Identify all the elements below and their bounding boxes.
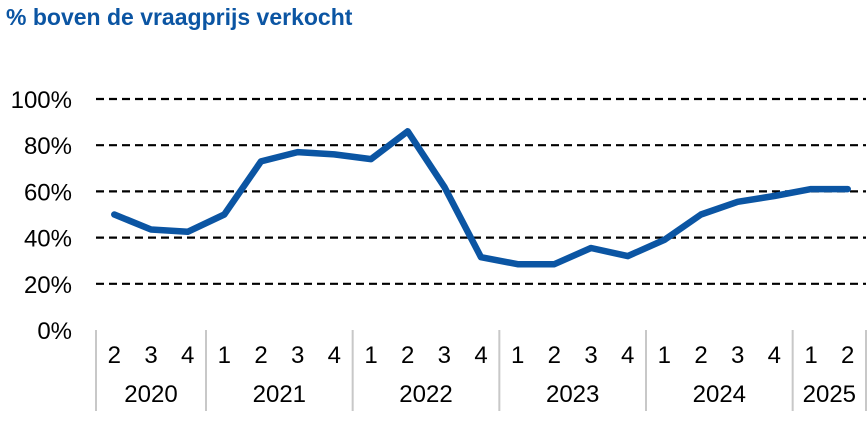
quarter-label: 4 <box>621 342 634 369</box>
series-line <box>111 128 851 268</box>
quarter-label: 4 <box>474 342 487 369</box>
grid-lines <box>96 97 866 285</box>
quarter-label: 1 <box>804 342 817 369</box>
year-label: 2023 <box>546 381 599 408</box>
y-tick-label: 60% <box>24 179 72 206</box>
quarter-label: 1 <box>218 342 231 369</box>
quarter-label: 3 <box>291 342 304 369</box>
year-label: 2021 <box>253 381 306 408</box>
y-axis-ticks: 0% 20% 40% 60% 80% 100% <box>11 87 72 345</box>
quarter-label: 2 <box>108 342 121 369</box>
quarter-label: 2 <box>548 342 561 369</box>
quarter-label: 3 <box>438 342 451 369</box>
y-tick-label: 20% <box>24 272 72 299</box>
series-group <box>111 128 851 268</box>
quarter-label: 4 <box>768 342 781 369</box>
quarter-label: 2 <box>254 342 267 369</box>
quarter-label: 2 <box>841 342 854 369</box>
quarter-label: 3 <box>584 342 597 369</box>
year-label: 2020 <box>124 381 177 408</box>
quarter-label: 1 <box>511 342 524 369</box>
quarter-label: 4 <box>328 342 341 369</box>
year-label: 2025 <box>803 381 856 408</box>
quarter-label: 2 <box>401 342 414 369</box>
quarter-label: 3 <box>144 342 157 369</box>
quarter-label: 1 <box>658 342 671 369</box>
y-tick-label: 80% <box>24 133 72 160</box>
quarter-label: 4 <box>181 342 194 369</box>
y-tick-label: 0% <box>37 318 72 345</box>
quarter-label: 3 <box>731 342 744 369</box>
year-label: 2022 <box>399 381 452 408</box>
quarter-label: 1 <box>364 342 377 369</box>
year-label: 2024 <box>693 381 746 408</box>
y-tick-label: 100% <box>11 87 72 114</box>
quarter-label: 2 <box>694 342 707 369</box>
y-tick-label: 40% <box>24 226 72 253</box>
chart-title: % boven de vraagprijs verkocht <box>6 4 353 30</box>
